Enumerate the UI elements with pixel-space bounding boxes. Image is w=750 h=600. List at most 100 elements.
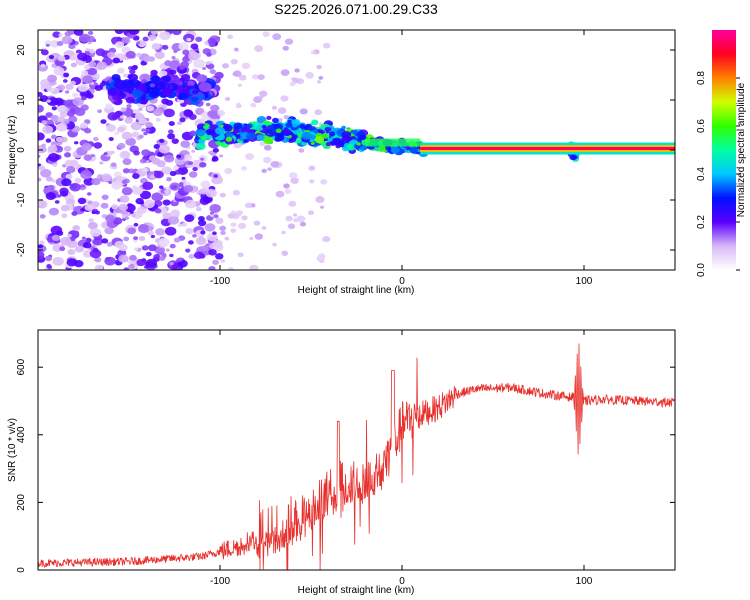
spectrogram-cell bbox=[141, 245, 149, 251]
spectrogram-cell bbox=[163, 189, 169, 194]
spectrogram-cell bbox=[214, 126, 225, 135]
spectrogram-cell bbox=[136, 52, 142, 57]
spectrogram-cell bbox=[54, 200, 60, 204]
spectrogram-cell bbox=[320, 179, 328, 185]
y-tick-label: 200 bbox=[16, 494, 27, 511]
spectrogram-cell bbox=[272, 242, 277, 247]
spectrogram-cell bbox=[290, 177, 299, 184]
spectrogram-cell bbox=[203, 125, 209, 130]
spectrogram-cell bbox=[106, 124, 116, 132]
spectrogram-cell bbox=[101, 173, 112, 182]
ridge-transition bbox=[365, 138, 421, 147]
spectrogram-cell bbox=[272, 33, 282, 41]
spectrogram-cell bbox=[359, 134, 367, 141]
colorbar-tick-label: 0.2 bbox=[696, 215, 707, 229]
spectrogram-cell bbox=[212, 259, 220, 265]
spectrogram-cell bbox=[153, 44, 160, 49]
spectrogram-cell bbox=[123, 267, 130, 270]
spectrogram-cell bbox=[213, 174, 219, 178]
spectrogram-cell bbox=[195, 236, 207, 246]
spectrogram-cell bbox=[147, 230, 154, 236]
spectrogram-cell bbox=[187, 80, 195, 87]
spectrogram-cell bbox=[280, 95, 289, 102]
spectrogram-cell bbox=[188, 51, 200, 61]
spectrogram-cell bbox=[48, 54, 55, 60]
spectrogram-cell bbox=[122, 158, 132, 166]
spectrogram-cell bbox=[65, 83, 74, 91]
spectrogram-cell bbox=[132, 239, 138, 243]
spectrogram-cell bbox=[91, 177, 101, 186]
spectrogram-cell bbox=[191, 96, 199, 102]
spectrogram-cell bbox=[191, 149, 196, 153]
spectrogram-cell bbox=[107, 112, 119, 121]
spectrogram-cell bbox=[205, 61, 211, 66]
spectrogram-cell bbox=[317, 80, 322, 84]
spectrogram-cell bbox=[162, 212, 172, 220]
spectrogram-cell bbox=[173, 50, 178, 54]
spectrogram-cell bbox=[219, 192, 226, 198]
spectrogram-cell bbox=[277, 107, 287, 114]
snr-panel: -100 0 100 0 200 400 600 Height of straight l… bbox=[7, 329, 676, 596]
spectrogram-cell bbox=[121, 151, 130, 158]
spectrogram-cell bbox=[261, 168, 267, 174]
spectrogram-cell bbox=[241, 62, 251, 70]
spectrogram-cell bbox=[287, 223, 296, 230]
spectrogram-cell bbox=[211, 156, 219, 162]
spectrogram-cell bbox=[110, 162, 117, 167]
spectrogram-cell bbox=[198, 82, 212, 93]
spectrogram-cell bbox=[281, 230, 286, 235]
spectrogram-cell bbox=[178, 65, 185, 70]
spectrogram-cell bbox=[64, 99, 76, 108]
spectrogram-cell bbox=[74, 141, 79, 145]
spectrogram-cell bbox=[61, 178, 72, 187]
spectrogram-cell bbox=[195, 190, 200, 194]
spectrogram-cell bbox=[131, 132, 138, 138]
spectrogram-cell bbox=[224, 167, 233, 175]
spectrogram-cell bbox=[182, 49, 190, 56]
spectrogram-cell bbox=[283, 127, 289, 132]
spectrogram-cell bbox=[159, 256, 166, 261]
spectrogram-cell bbox=[111, 73, 121, 82]
spectrogram-cell bbox=[81, 70, 89, 76]
colorbar-tick-label: 0.4 bbox=[696, 167, 707, 181]
spectrogram-cell bbox=[57, 105, 69, 114]
spectrogram-cell bbox=[142, 36, 149, 42]
spectrogram-cell bbox=[335, 140, 345, 147]
spectrogram-cell bbox=[212, 239, 223, 248]
spectrogram-cell bbox=[112, 57, 121, 64]
spectrogram-cell bbox=[162, 75, 172, 83]
spectrogram-cell bbox=[68, 43, 76, 50]
spectrogram-cell bbox=[292, 123, 298, 128]
spectrogram-cell bbox=[171, 138, 179, 144]
y-tick-label: 0 bbox=[16, 567, 27, 573]
spectrogram-cell bbox=[120, 107, 127, 112]
spectrogram-cell bbox=[137, 40, 147, 48]
spectrogram-cell bbox=[200, 180, 211, 189]
spectrogram-cell bbox=[90, 154, 95, 158]
spectrogram-cell bbox=[132, 186, 143, 195]
spectrogram-cell bbox=[227, 213, 235, 219]
spectrogram-cell bbox=[183, 185, 194, 193]
spectrogram-cell bbox=[135, 197, 144, 205]
y-tick-label: 600 bbox=[16, 358, 27, 375]
spectrogram-cell bbox=[153, 170, 164, 179]
spectrogram-cell bbox=[105, 103, 113, 110]
spectrogram-cell bbox=[170, 209, 180, 217]
spectrogram-cell bbox=[80, 184, 85, 188]
spectrogram-cell bbox=[205, 188, 217, 198]
spectrogram-cell bbox=[137, 84, 147, 92]
spectrogram-cell bbox=[91, 210, 96, 215]
x-tick-label: 0 bbox=[399, 276, 405, 287]
spectrogram-cell bbox=[171, 30, 182, 36]
spectrogram-cell bbox=[42, 125, 54, 134]
spectrogram-cell bbox=[51, 234, 61, 242]
spectrogram-cell bbox=[253, 220, 261, 226]
spectrogram-cell bbox=[114, 131, 120, 136]
spectrogram-cell bbox=[220, 230, 226, 235]
spectrogram-cell bbox=[38, 145, 47, 154]
spectrogram-cell bbox=[233, 122, 243, 130]
spectrogram-cell bbox=[275, 190, 285, 198]
spectrogram-cell bbox=[66, 258, 78, 267]
snr-y-axis-label: SNR (10 * v/v) bbox=[7, 418, 18, 482]
spectrogram-cell bbox=[271, 105, 277, 110]
